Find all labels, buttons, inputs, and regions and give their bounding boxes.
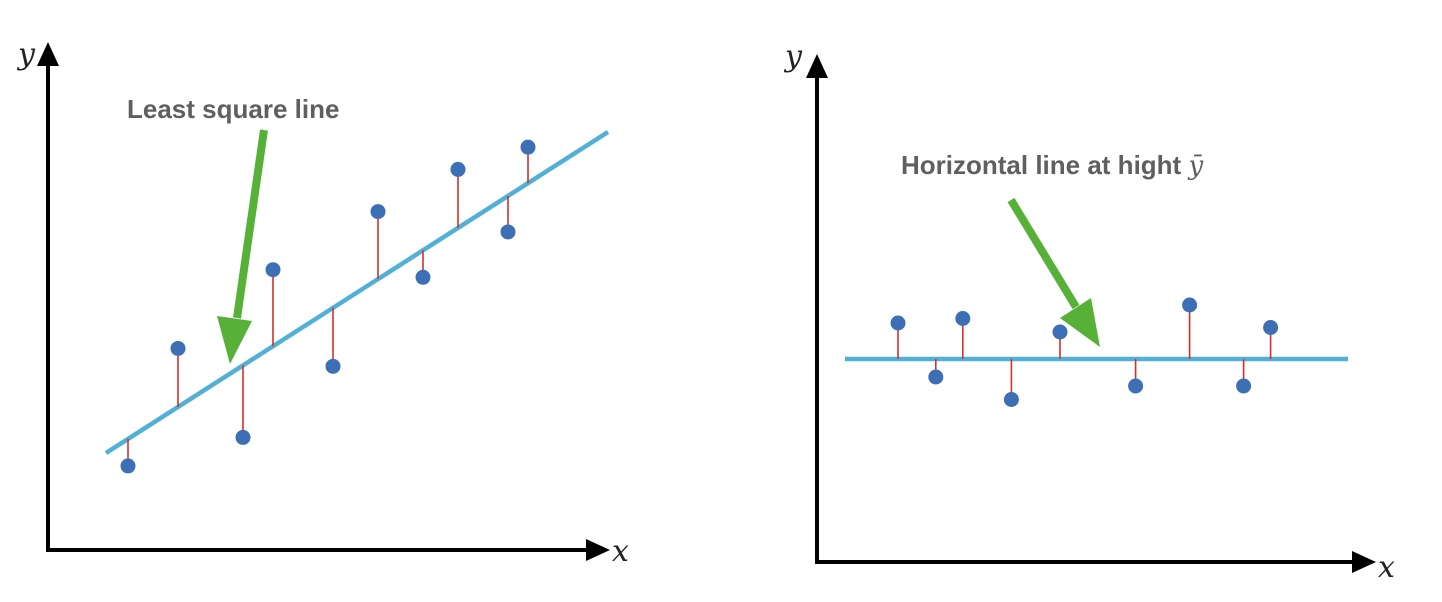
right-data-point-8: [1236, 378, 1252, 394]
right-data-point-3: [955, 311, 971, 326]
right-x-axis-label: x: [1378, 550, 1395, 585]
right-annotation-text: Horizontal line at hight: [901, 150, 1188, 180]
right-data-point-5: [1052, 324, 1068, 340]
right-data-point-9: [1263, 320, 1279, 335]
left-annotation: Least square line: [127, 94, 339, 124]
right-data-point-6: [1128, 378, 1144, 394]
left-x-axis: [46, 539, 610, 561]
least-square-line: [104, 130, 610, 455]
right-y-axis-arrowhead: [806, 54, 828, 78]
left-residuals: [127, 147, 529, 466]
left-panel: y x Least square line: [16, 37, 629, 569]
left-data-point-4: [265, 262, 281, 278]
left-data-point-1: [120, 458, 136, 474]
left-y-axis-arrowhead: [37, 42, 59, 66]
right-data-point-1: [890, 315, 906, 331]
left-data-point-7: [415, 269, 431, 285]
right-data-point-2: [928, 369, 944, 385]
left-data-point-8: [450, 161, 466, 177]
left-y-axis-label: y: [16, 37, 36, 72]
left-data-point-10: [520, 139, 536, 155]
right-x-axis: [815, 551, 1376, 573]
right-data-point-4: [1003, 392, 1019, 407]
left-pointer-arrow: [217, 129, 268, 364]
left-data-point-5: [325, 358, 341, 374]
right-annotation: Horizontal line at hight ȳ: [901, 150, 1203, 181]
left-data-point-6: [370, 204, 386, 220]
left-data-point-2: [170, 340, 186, 356]
right-panel: y x Horizontal line at hight ȳ: [783, 39, 1395, 585]
y-bar-symbol: ȳ: [1187, 151, 1203, 181]
left-x-axis-label: x: [612, 534, 629, 569]
right-data-point-7: [1182, 297, 1198, 313]
right-pointer-arrow: [1007, 197, 1100, 347]
left-x-axis-arrowhead: [586, 539, 610, 561]
left-y-axis: [37, 42, 59, 552]
right-y-axis-label: y: [783, 39, 803, 74]
right-x-axis-arrowhead: [1352, 551, 1376, 573]
left-data-point-3: [235, 429, 251, 445]
left-data-point-9: [500, 224, 516, 240]
right-y-axis: [806, 54, 828, 564]
left-points: [120, 139, 536, 474]
right-points: [890, 297, 1279, 407]
